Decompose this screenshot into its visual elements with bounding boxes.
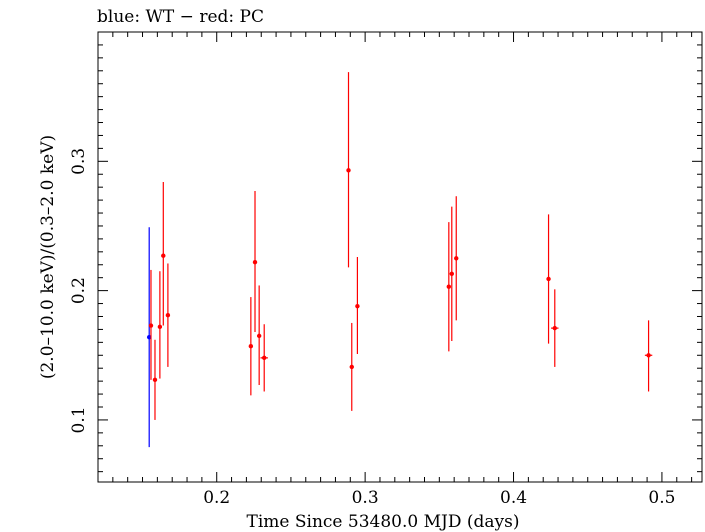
y-axis-label: (2.0–10.0 keV)/(0.3–2.0 keV): [38, 135, 58, 379]
x-tick-label: 0.2: [203, 488, 230, 508]
data-point: [256, 333, 262, 339]
data-point: [446, 284, 452, 289]
data-point: [646, 353, 651, 358]
plot-frame: [97, 31, 703, 483]
data-point: [148, 323, 154, 328]
x-tick-label: 0.5: [648, 488, 675, 508]
data-point: [161, 253, 166, 258]
data-point: [346, 168, 351, 173]
x-axis-label: Time Since 53480.0 MJD (days): [247, 512, 520, 532]
series-wt: [146, 227, 152, 448]
data-point: [248, 344, 254, 349]
data-point: [262, 355, 267, 361]
chart-title: blue: WT − red: PC: [97, 7, 264, 27]
data-point: [355, 303, 360, 309]
series-pc: [148, 72, 653, 420]
y-tick-label: 0.1: [69, 406, 89, 433]
axis-ticks: [98, 32, 702, 482]
data-point: [157, 324, 163, 330]
data-point: [449, 271, 454, 277]
x-tick-label: 0.4: [500, 488, 527, 508]
data-point: [146, 334, 152, 340]
data-point: [152, 377, 158, 383]
y-tick-label: 0.2: [69, 277, 89, 304]
data-point: [552, 325, 557, 331]
data-point: [349, 364, 354, 370]
data-marks: [146, 72, 653, 448]
data-point: [454, 256, 459, 261]
data-point: [165, 312, 171, 318]
y-tick-label: 0.3: [69, 148, 89, 175]
x-tick-label: 0.3: [352, 488, 379, 508]
data-point: [252, 259, 258, 265]
axis-tick-labels: 0.2 0.3 0.4 0.5 0.1 0.2 0.3: [69, 148, 675, 508]
data-point: [546, 276, 551, 282]
